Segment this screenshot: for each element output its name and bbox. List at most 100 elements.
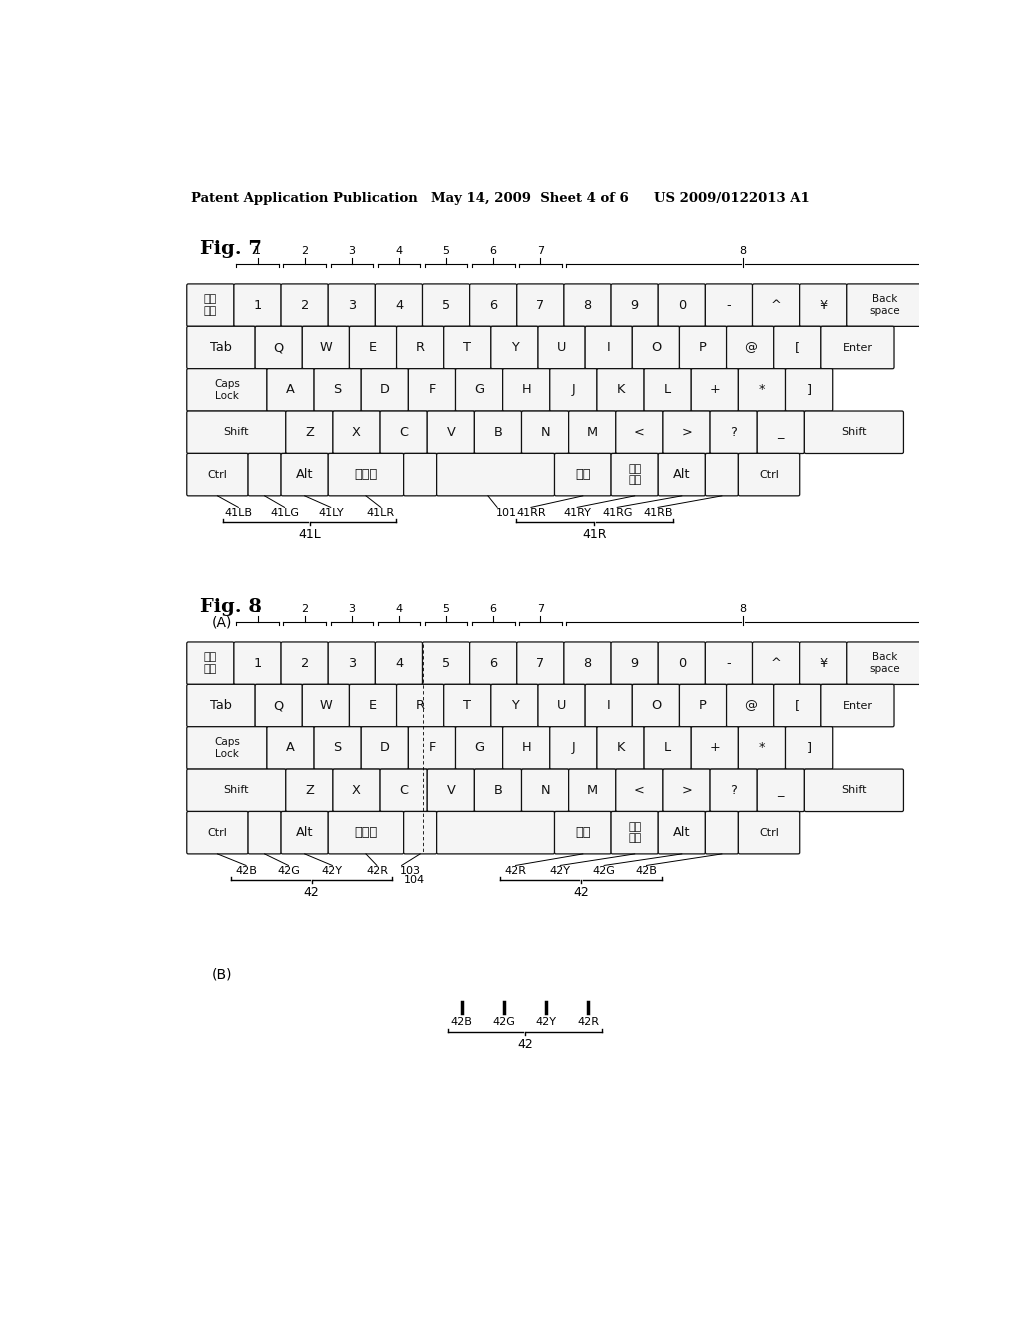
FancyBboxPatch shape — [644, 368, 691, 411]
Text: 5: 5 — [442, 247, 450, 256]
FancyBboxPatch shape — [706, 284, 753, 326]
Text: O: O — [651, 341, 662, 354]
Text: S: S — [334, 383, 342, 396]
Text: N: N — [541, 784, 550, 797]
Text: 5: 5 — [442, 605, 450, 614]
Text: G: G — [474, 383, 484, 396]
Text: Shift: Shift — [841, 785, 866, 796]
FancyBboxPatch shape — [663, 411, 711, 454]
Text: 42G: 42G — [276, 866, 300, 876]
FancyBboxPatch shape — [800, 642, 847, 685]
FancyBboxPatch shape — [753, 642, 800, 685]
FancyBboxPatch shape — [727, 684, 774, 727]
Text: *: * — [759, 383, 765, 396]
FancyBboxPatch shape — [186, 326, 255, 368]
Text: 103: 103 — [400, 866, 421, 876]
Text: ^: ^ — [771, 298, 781, 312]
FancyBboxPatch shape — [186, 411, 286, 454]
FancyBboxPatch shape — [538, 326, 586, 368]
FancyBboxPatch shape — [503, 727, 550, 770]
Text: ]: ] — [807, 383, 812, 396]
Text: (B): (B) — [211, 968, 231, 982]
FancyBboxPatch shape — [233, 284, 282, 326]
Text: 8: 8 — [584, 298, 592, 312]
Text: 0: 0 — [678, 298, 686, 312]
FancyBboxPatch shape — [329, 453, 403, 496]
Text: +: + — [710, 383, 720, 396]
FancyBboxPatch shape — [663, 770, 711, 812]
Text: K: K — [616, 742, 625, 755]
FancyBboxPatch shape — [349, 684, 396, 727]
Text: Shift: Shift — [223, 785, 249, 796]
Text: 42B: 42B — [451, 1016, 473, 1027]
FancyBboxPatch shape — [186, 284, 234, 326]
FancyBboxPatch shape — [286, 411, 333, 454]
Text: ¥: ¥ — [819, 656, 827, 669]
Text: _: _ — [777, 426, 784, 438]
Text: カタ
カナ: カタ カナ — [628, 463, 641, 486]
FancyBboxPatch shape — [286, 770, 333, 812]
Text: H: H — [521, 742, 531, 755]
FancyBboxPatch shape — [554, 812, 611, 854]
Text: (A): (A) — [211, 615, 231, 630]
FancyBboxPatch shape — [255, 684, 302, 727]
FancyBboxPatch shape — [658, 453, 706, 496]
FancyBboxPatch shape — [281, 812, 329, 854]
Text: 全角
半角: 全角 半角 — [204, 652, 217, 675]
Text: 41LY: 41LY — [317, 508, 344, 519]
FancyBboxPatch shape — [302, 684, 349, 727]
FancyBboxPatch shape — [329, 284, 376, 326]
FancyBboxPatch shape — [474, 411, 521, 454]
Text: 41R: 41R — [583, 528, 607, 541]
FancyBboxPatch shape — [597, 368, 644, 411]
Text: 1: 1 — [253, 656, 262, 669]
FancyBboxPatch shape — [804, 770, 903, 812]
FancyBboxPatch shape — [691, 727, 738, 770]
Text: 1: 1 — [254, 605, 261, 614]
Text: >: > — [681, 426, 692, 438]
Text: <: < — [634, 784, 645, 797]
Text: 全角
半角: 全角 半角 — [204, 294, 217, 315]
FancyBboxPatch shape — [727, 326, 774, 368]
Text: 6: 6 — [489, 656, 498, 669]
Text: Back
space: Back space — [869, 294, 900, 315]
FancyBboxPatch shape — [785, 368, 833, 411]
Text: M: M — [587, 784, 598, 797]
Text: Z: Z — [305, 426, 313, 438]
Text: <: < — [634, 426, 645, 438]
Text: A: A — [286, 742, 295, 755]
FancyBboxPatch shape — [774, 326, 821, 368]
FancyBboxPatch shape — [281, 284, 329, 326]
FancyBboxPatch shape — [710, 770, 758, 812]
FancyBboxPatch shape — [521, 411, 568, 454]
FancyBboxPatch shape — [403, 812, 436, 854]
FancyBboxPatch shape — [186, 368, 267, 411]
Text: L: L — [665, 383, 672, 396]
Text: May 14, 2009  Sheet 4 of 6: May 14, 2009 Sheet 4 of 6 — [431, 191, 629, 205]
FancyBboxPatch shape — [821, 326, 894, 368]
Text: 42R: 42R — [505, 866, 526, 876]
FancyBboxPatch shape — [361, 368, 409, 411]
Text: 41RB: 41RB — [643, 508, 673, 519]
FancyBboxPatch shape — [738, 368, 785, 411]
Text: T: T — [463, 700, 471, 711]
Text: Caps
Lock: Caps Lock — [214, 379, 240, 401]
Text: @: @ — [743, 700, 757, 711]
Text: Caps
Lock: Caps Lock — [214, 737, 240, 759]
FancyBboxPatch shape — [186, 684, 255, 727]
Text: 101: 101 — [496, 508, 516, 519]
Text: [: [ — [795, 700, 800, 711]
FancyBboxPatch shape — [774, 684, 821, 727]
Text: Y: Y — [511, 700, 518, 711]
FancyBboxPatch shape — [753, 284, 800, 326]
FancyBboxPatch shape — [329, 812, 403, 854]
FancyBboxPatch shape — [847, 284, 923, 326]
Text: 無変換: 無変換 — [354, 826, 378, 840]
FancyBboxPatch shape — [710, 411, 758, 454]
FancyBboxPatch shape — [376, 642, 423, 685]
Text: _: _ — [777, 784, 784, 797]
Text: 2: 2 — [301, 656, 309, 669]
Text: 9: 9 — [631, 656, 639, 669]
FancyBboxPatch shape — [267, 368, 314, 411]
Text: Enter: Enter — [843, 342, 872, 352]
